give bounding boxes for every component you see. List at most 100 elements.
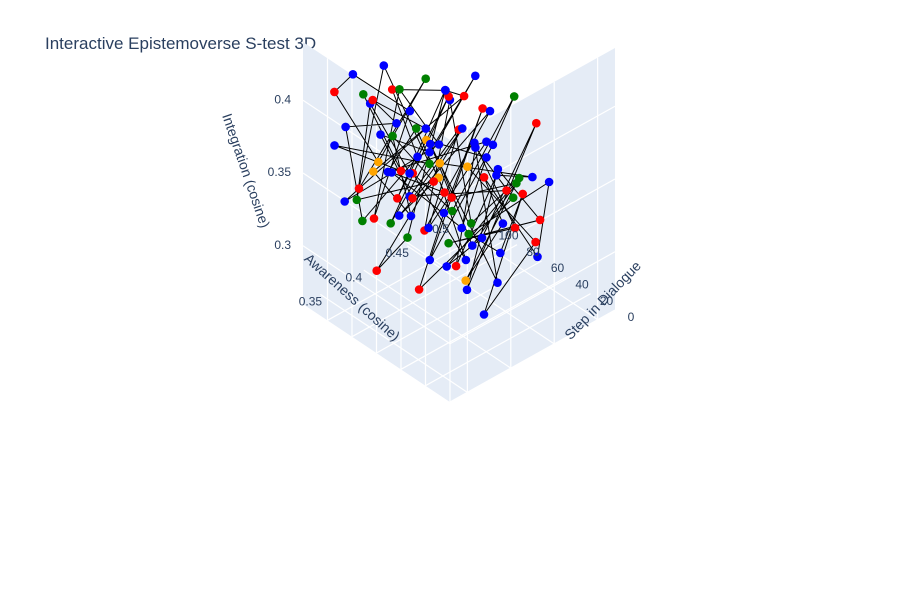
data-point [429, 177, 439, 186]
data-point [352, 195, 362, 205]
data-point [434, 140, 444, 149]
data-point [441, 86, 450, 95]
tick-label-awareness: 0.5 [432, 222, 449, 236]
data-point [435, 158, 445, 168]
data-point [518, 189, 527, 199]
chart-title: Interactive Epistemoverse S-test 3D [45, 34, 317, 53]
data-point [440, 188, 449, 197]
data-point [532, 118, 541, 128]
data-point [531, 237, 540, 247]
data-point [374, 157, 383, 167]
data-point [405, 106, 415, 116]
tick-label-awareness: 0.4 [345, 270, 362, 284]
data-point [461, 255, 471, 265]
data-point [477, 233, 487, 243]
tick-label-awareness: 0.45 [386, 246, 410, 260]
data-point [421, 124, 431, 133]
data-point [341, 122, 350, 132]
grid-line-integration-right [449, 178, 616, 272]
data-point [444, 238, 453, 248]
data-point [358, 216, 367, 226]
data-point [463, 162, 472, 171]
data-point [498, 219, 508, 228]
data-point [376, 130, 385, 139]
data-point [535, 215, 545, 225]
data-point [466, 219, 476, 228]
data-point [421, 74, 431, 83]
grid-line-integration-left [302, 172, 451, 272]
data-point [330, 141, 339, 150]
data-point [488, 140, 498, 150]
data-point [403, 233, 412, 242]
data-point [492, 171, 501, 180]
data-point [386, 219, 396, 228]
data-point [426, 139, 435, 149]
data-point [464, 229, 474, 239]
data-point [458, 124, 467, 133]
data-point [406, 211, 416, 221]
tick-label-awareness: 0.35 [299, 294, 323, 308]
data-point [413, 152, 422, 162]
data-point [459, 91, 469, 101]
grid-line-awareness-floor [320, 293, 468, 393]
data-point [471, 143, 480, 152]
data-point [359, 90, 368, 99]
data-point [482, 153, 491, 162]
tick-label-integration: 0.4 [274, 92, 291, 106]
data-point [493, 278, 502, 288]
data-point [461, 276, 471, 285]
tick-label-step: 20 [600, 294, 614, 308]
data-point [468, 241, 477, 250]
data-point [354, 184, 364, 193]
grid-line-step-floor [449, 309, 616, 403]
data-point [485, 106, 495, 116]
data-point [388, 131, 397, 141]
data-point [411, 124, 421, 133]
data-point [462, 285, 472, 295]
data-point [478, 104, 487, 113]
data-point [451, 261, 461, 271]
data-point [471, 71, 480, 81]
data-point [414, 285, 424, 294]
data-point [379, 61, 389, 70]
data-point [369, 167, 378, 176]
data-point [408, 194, 417, 203]
tick-label-step: 40 [575, 278, 589, 292]
tick-label-integration: 0.35 [268, 165, 292, 179]
grid-line-step-floor [351, 244, 518, 338]
data-point [447, 206, 457, 216]
data-point [340, 197, 350, 206]
data-point [508, 193, 518, 202]
data-point [509, 92, 519, 101]
tick-label-integration: 0.3 [274, 238, 291, 252]
data-point [405, 169, 414, 178]
data-point [372, 266, 382, 276]
data-point [387, 85, 397, 94]
grid-line-step-floor [376, 260, 542, 354]
data-point [394, 211, 404, 220]
data-point [479, 310, 489, 319]
data-point [393, 194, 402, 203]
grid-line-awareness-floor [363, 269, 512, 369]
grid-line-integration-left [302, 99, 451, 199]
data-point [439, 208, 449, 218]
grid-line-step-floor [425, 293, 591, 387]
data-point [457, 223, 467, 233]
tick-label-step: 100 [498, 229, 518, 243]
data-point [442, 262, 452, 271]
data-point [395, 85, 404, 94]
data-point [512, 178, 521, 188]
data-point [425, 159, 434, 169]
grid-line-integration-left [302, 245, 451, 345]
data-point [447, 193, 457, 202]
data-point [348, 70, 358, 79]
data-point [424, 223, 433, 233]
data-point [502, 186, 511, 195]
data-point [368, 95, 378, 105]
data-point [383, 167, 393, 177]
data-point [396, 166, 406, 176]
data-point [533, 252, 542, 262]
data-point [544, 177, 554, 187]
axis-title-integration: Integration (cosine) [219, 111, 273, 230]
